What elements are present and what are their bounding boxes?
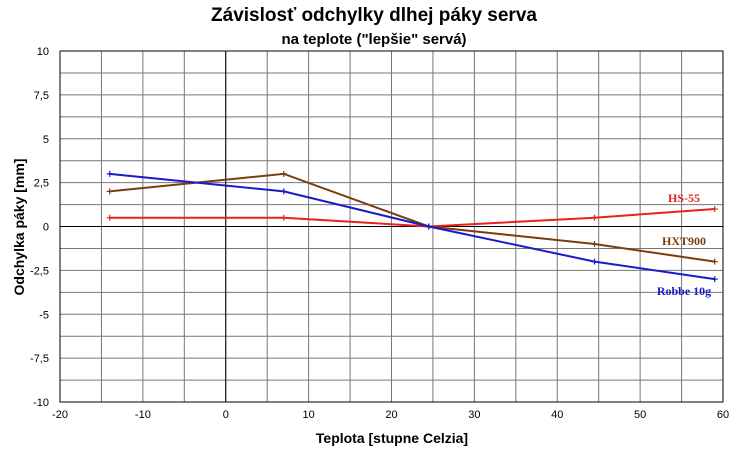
series-point	[280, 214, 287, 221]
zero-lines	[60, 51, 723, 402]
series-point	[106, 214, 113, 221]
chart-subtitle: na teplote ("lepšie" servá)	[281, 31, 466, 48]
series-point	[106, 170, 113, 177]
series-point	[591, 241, 598, 248]
series-point	[425, 223, 432, 230]
y-tick-label: 2,5	[34, 178, 49, 190]
x-tick-label: 30	[468, 409, 480, 421]
series-point	[280, 170, 287, 177]
x-tick-label: 0	[223, 409, 229, 421]
series-label: HS-55	[668, 191, 700, 205]
chart-title: Závislosť odchylky dlhej páky serva	[211, 5, 537, 26]
x-tick-label: -10	[135, 409, 151, 421]
series-label: Robbe 10g	[657, 284, 711, 298]
series-point	[591, 258, 598, 265]
y-tick-label: -7,5	[30, 353, 49, 365]
y-tick-label: -10	[33, 397, 49, 409]
series-point	[591, 214, 598, 221]
x-tick-label: -20	[52, 409, 68, 421]
series-point	[711, 258, 718, 265]
series-lines	[106, 170, 718, 283]
x-axis-label: Teplota [stupne Celzia]	[316, 430, 468, 446]
series-point	[711, 205, 718, 212]
y-axis-ticks: 10 7,5 5 2,5 0 -2,5 -5 -7,5 -10	[30, 46, 49, 409]
x-axis-ticks: -20 -10 0 10 20 30 40 50 60	[52, 409, 729, 421]
series-line	[109, 207, 715, 228]
x-tick-label: 10	[303, 409, 315, 421]
y-tick-label: -5	[39, 309, 49, 321]
x-tick-label: 20	[385, 409, 397, 421]
x-tick-label: 40	[551, 409, 563, 421]
y-axis-label: Odchylka páky [mm]	[11, 159, 27, 296]
y-tick-label: -2,5	[30, 265, 49, 277]
series-point	[106, 188, 113, 195]
y-tick-label: 5	[43, 134, 49, 146]
x-tick-label: 60	[717, 409, 729, 421]
y-tick-label: 10	[37, 46, 49, 58]
series-label: HXT900	[662, 234, 706, 248]
y-tick-label: 0	[43, 222, 49, 234]
x-tick-label: 50	[634, 409, 646, 421]
series-point	[280, 188, 287, 195]
y-tick-label: 7,5	[34, 90, 49, 102]
series-labels: HS-55 HXT900 Robbe 10g	[657, 191, 711, 298]
series-point	[711, 276, 718, 283]
